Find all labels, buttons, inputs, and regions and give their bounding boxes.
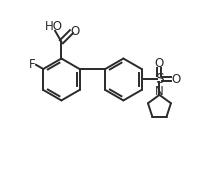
- Text: HO: HO: [45, 20, 63, 33]
- Text: O: O: [171, 73, 180, 86]
- Text: N: N: [155, 85, 164, 98]
- Text: O: O: [71, 25, 80, 38]
- Text: F: F: [29, 58, 36, 71]
- Text: O: O: [155, 57, 164, 70]
- Text: S: S: [155, 73, 164, 87]
